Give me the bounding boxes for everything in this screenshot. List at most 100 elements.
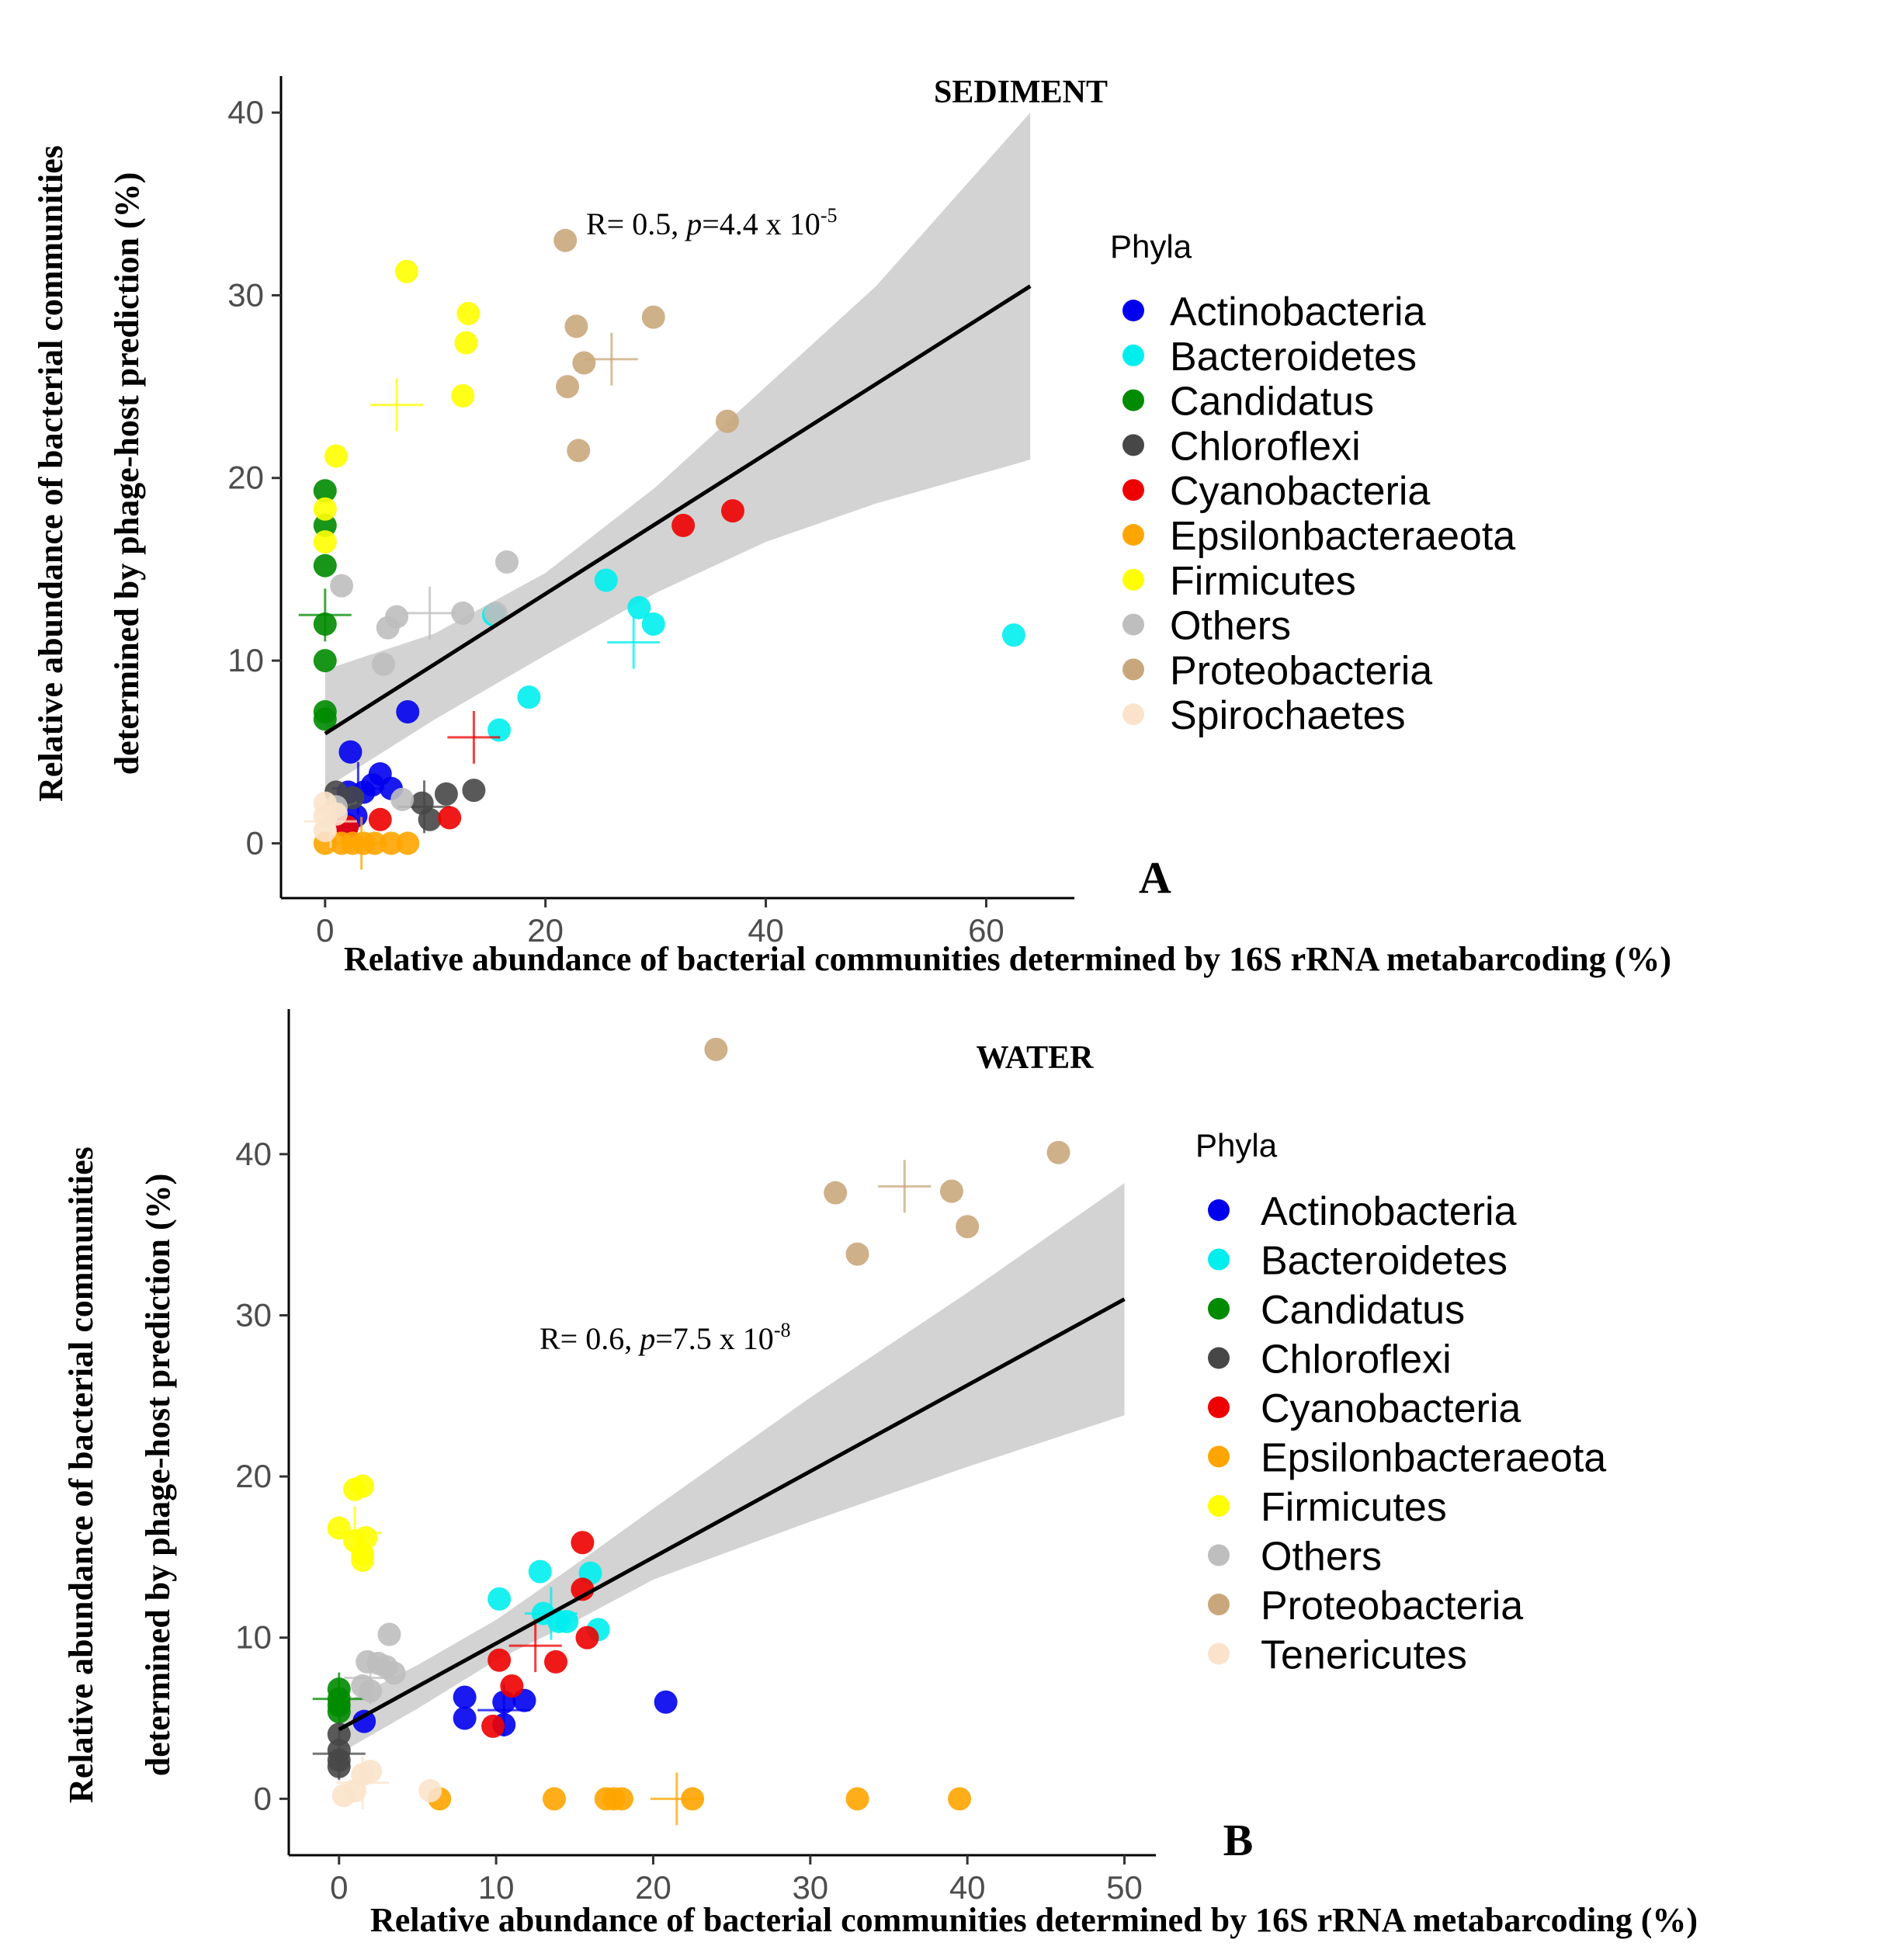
legend-swatch [1208,1544,1230,1566]
data-point [681,1787,705,1811]
data-point [313,530,337,554]
data-point [487,718,512,742]
data-point [338,740,363,764]
x-tick-label: 0 [316,912,334,949]
legend-label: Epsilonbacteraeota [1261,1436,1606,1481]
legend-swatch [1122,703,1144,726]
data-point [462,779,486,803]
data-point [438,806,462,830]
legend-label: Tenericutes [1261,1633,1467,1678]
data-point [418,1778,442,1802]
data-point [327,1516,351,1540]
y-tick-label: 20 [235,1458,272,1494]
y-axis-title-line2: determined by phage-host prediction (%) [108,172,146,775]
data-point [542,1787,566,1811]
x-tick-label: 40 [748,912,784,949]
data-point [553,228,578,252]
data-point [313,497,337,521]
x-tick-label: 20 [527,912,564,949]
y-tick-label: 30 [227,276,264,313]
legend-swatch [1122,434,1144,456]
panel-label: B [1223,1815,1254,1865]
data-point [390,787,415,811]
data-point [456,301,481,325]
legend-label: Others [1170,604,1291,649]
data-point [342,1778,366,1802]
legend-label: Chloroflexi [1170,424,1361,469]
data-point [359,1760,383,1784]
data-point [330,574,354,598]
legend-swatch [1208,1396,1230,1418]
legend-label: Proteobacteria [1261,1584,1523,1629]
y-tick-label: 40 [235,1136,272,1172]
annotation-exponent: -5 [821,204,838,227]
data-point [313,612,337,636]
data-point [385,605,409,629]
data-point [567,439,591,463]
data-point [396,831,420,855]
correlation-annotation: R= 0.5, p=4.4 x 10-5 [586,204,837,241]
x-tick-label: 30 [792,1869,828,1906]
legend-label: Cyanobacteria [1170,469,1430,514]
data-point [720,499,744,523]
data-point [454,331,478,355]
data-point [327,1754,351,1778]
y-tick-label: 40 [227,94,264,130]
x-tick-label: 20 [635,1869,671,1906]
legend-swatch [1208,1347,1230,1369]
data-point [324,444,348,468]
data-point [956,1215,980,1239]
legend-swatch [1122,389,1144,411]
legend-swatch [1122,344,1144,366]
data-point [313,649,337,673]
y-tick-label: 10 [235,1619,272,1656]
legend-label: Firmicutes [1170,559,1356,604]
data-point [324,802,348,826]
data-point [377,1622,401,1646]
confidence-band [338,1183,1125,1754]
data-point [313,553,337,578]
data-point [313,513,337,537]
data-point [939,1179,963,1203]
data-point [487,1648,512,1672]
data-point [556,375,580,399]
data-point [564,314,588,338]
legend-label: Bacteroidetes [1170,335,1417,380]
data-point [484,601,508,625]
legend-swatch [1208,1248,1230,1271]
x-tick-label: 40 [949,1869,986,1906]
data-point [368,807,392,831]
data-point [671,513,696,537]
legend-title: Phyla [1195,1127,1278,1164]
data-point [351,1549,375,1573]
x-axis-title: Relative abundance of bacterial communit… [370,1901,1698,1939]
data-point [824,1181,848,1205]
data-point [453,1706,477,1730]
data-point [1001,623,1025,647]
data-point [609,1787,633,1811]
data-point [704,1037,728,1061]
annotation-mid: =4.4 x 10 [702,206,821,241]
data-point [481,1714,505,1738]
legend-label: Actinobacteria [1170,290,1426,335]
annotation-p: p [637,1321,655,1356]
data-point [327,1700,351,1724]
data-point [359,1679,383,1703]
legend-swatch [1208,1643,1230,1665]
data-point [451,383,475,408]
legend-title: Phyla [1110,228,1192,265]
legend-label: Spirochaetes [1170,693,1406,738]
data-point [379,831,403,855]
x-axis-title: Relative abundance of bacterial communit… [344,940,1671,978]
data-point [654,1690,678,1714]
data-point [351,1474,375,1498]
data-point [544,1650,568,1674]
data-point [1046,1140,1070,1164]
legend-label: Proteobacteria [1170,648,1432,693]
y-tick-label: 0 [246,824,264,861]
data-point [313,479,337,503]
data-point [641,612,665,636]
